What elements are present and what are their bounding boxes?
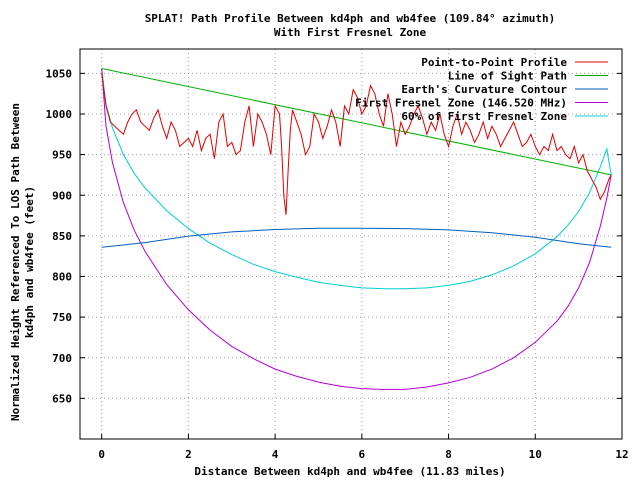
legend-label-3: First Fresnel Zone (146.520 MHz) <box>355 97 567 110</box>
y-tick-label: 650 <box>52 392 72 405</box>
plot-frame <box>79 48 623 440</box>
x-axis-label: Distance Between kd4ph and wb4fee (11.83… <box>194 465 505 478</box>
series-line-4 <box>101 68 612 290</box>
x-tick-label: 10 <box>529 448 542 461</box>
x-tick-label: 0 <box>98 448 105 461</box>
y-axis-label-line1: Normalized Height Referenced To LOS Path… <box>9 103 22 421</box>
x-tick-label: 4 <box>272 448 279 461</box>
legend-label-1: Line of Sight Path <box>448 70 567 83</box>
y-tick-label: 700 <box>52 352 72 365</box>
legend-label-2: Earth's Curvature Contour <box>401 83 567 96</box>
series-line-1 <box>101 68 612 176</box>
y-axis-label-line2: kd4ph and wb4fee (feet) <box>23 186 36 338</box>
series-line-0 <box>101 73 612 215</box>
legend-label-0: Point-to-Point Profile <box>421 56 567 69</box>
x-tick-label: 12 <box>615 448 628 461</box>
y-tick-label: 800 <box>52 271 72 284</box>
series-line-3 <box>101 68 612 390</box>
y-tick-label: 900 <box>52 189 72 202</box>
plot-series <box>101 68 612 390</box>
x-tick-label: 8 <box>445 448 452 461</box>
y-tick-label: 850 <box>52 230 72 243</box>
chart-subtitle: With First Fresnel Zone <box>274 26 427 39</box>
y-tick-label: 1050 <box>46 67 73 80</box>
y-tick-label: 950 <box>52 149 72 162</box>
x-tick-label: 6 <box>359 448 366 461</box>
y-tick-label: 750 <box>52 311 72 324</box>
x-axis-ticks: 0 2 4 6 8 10 12 <box>98 434 629 461</box>
y-tick-label: 1000 <box>46 108 73 121</box>
y-axis-ticks: 650 700 750 800 850 900 950 1000 1050 <box>46 67 622 405</box>
series-line-2 <box>101 227 612 248</box>
chart-title: SPLAT! Path Profile Between kd4ph and wb… <box>145 12 556 25</box>
x-tick-label: 2 <box>185 448 192 461</box>
legend-label-4: 60% of First Fresnel Zone <box>401 110 567 123</box>
